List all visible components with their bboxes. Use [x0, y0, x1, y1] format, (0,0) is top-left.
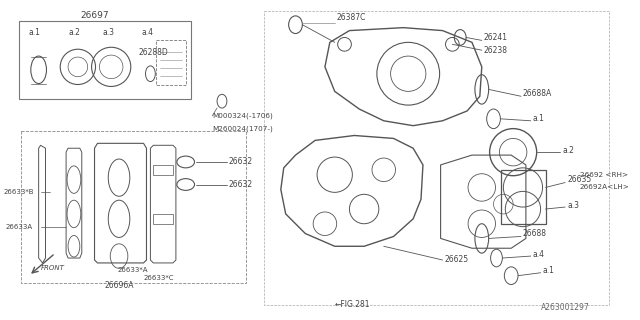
Text: 26288D: 26288D: [139, 48, 168, 57]
Text: a.1: a.1: [29, 28, 41, 37]
Text: 26692 <RH>: 26692 <RH>: [580, 172, 628, 178]
Text: 26241: 26241: [484, 33, 508, 42]
Text: 26387C: 26387C: [337, 13, 366, 22]
Text: a.1: a.1: [532, 114, 545, 123]
Text: 26697: 26697: [80, 12, 109, 20]
Text: a.4: a.4: [532, 250, 545, 259]
Text: a.1: a.1: [543, 266, 554, 275]
Text: a.4: a.4: [141, 28, 154, 37]
Text: 26633*A: 26633*A: [117, 267, 148, 273]
Text: A263001297: A263001297: [541, 302, 589, 312]
Text: ←FIG.281: ←FIG.281: [335, 300, 370, 308]
Text: 26692A<LH>: 26692A<LH>: [580, 184, 630, 190]
Text: 26688: 26688: [523, 229, 547, 238]
Text: 26635: 26635: [567, 175, 591, 184]
Bar: [501, 170, 545, 224]
Text: 26632: 26632: [229, 157, 253, 166]
Text: a.3: a.3: [102, 28, 115, 37]
Text: 26625: 26625: [445, 255, 468, 265]
Text: a.3: a.3: [567, 201, 579, 210]
Text: 26633A: 26633A: [5, 224, 33, 230]
Bar: [21, 131, 246, 283]
Text: M260024(1707-): M260024(1707-): [212, 125, 273, 132]
Text: a.2: a.2: [68, 28, 80, 37]
Text: 26696A: 26696A: [104, 281, 134, 290]
Text: a.2: a.2: [562, 146, 574, 155]
Text: 26688A: 26688A: [523, 89, 552, 98]
Text: 26633*C: 26633*C: [143, 275, 174, 281]
Bar: [156, 40, 186, 84]
Bar: [19, 21, 191, 99]
Text: 26238: 26238: [484, 46, 508, 55]
Text: M000324(-1706): M000324(-1706): [212, 113, 273, 119]
Text: 26633*B: 26633*B: [3, 189, 34, 195]
Text: 26632: 26632: [229, 180, 253, 189]
Text: FRONT: FRONT: [40, 265, 65, 271]
